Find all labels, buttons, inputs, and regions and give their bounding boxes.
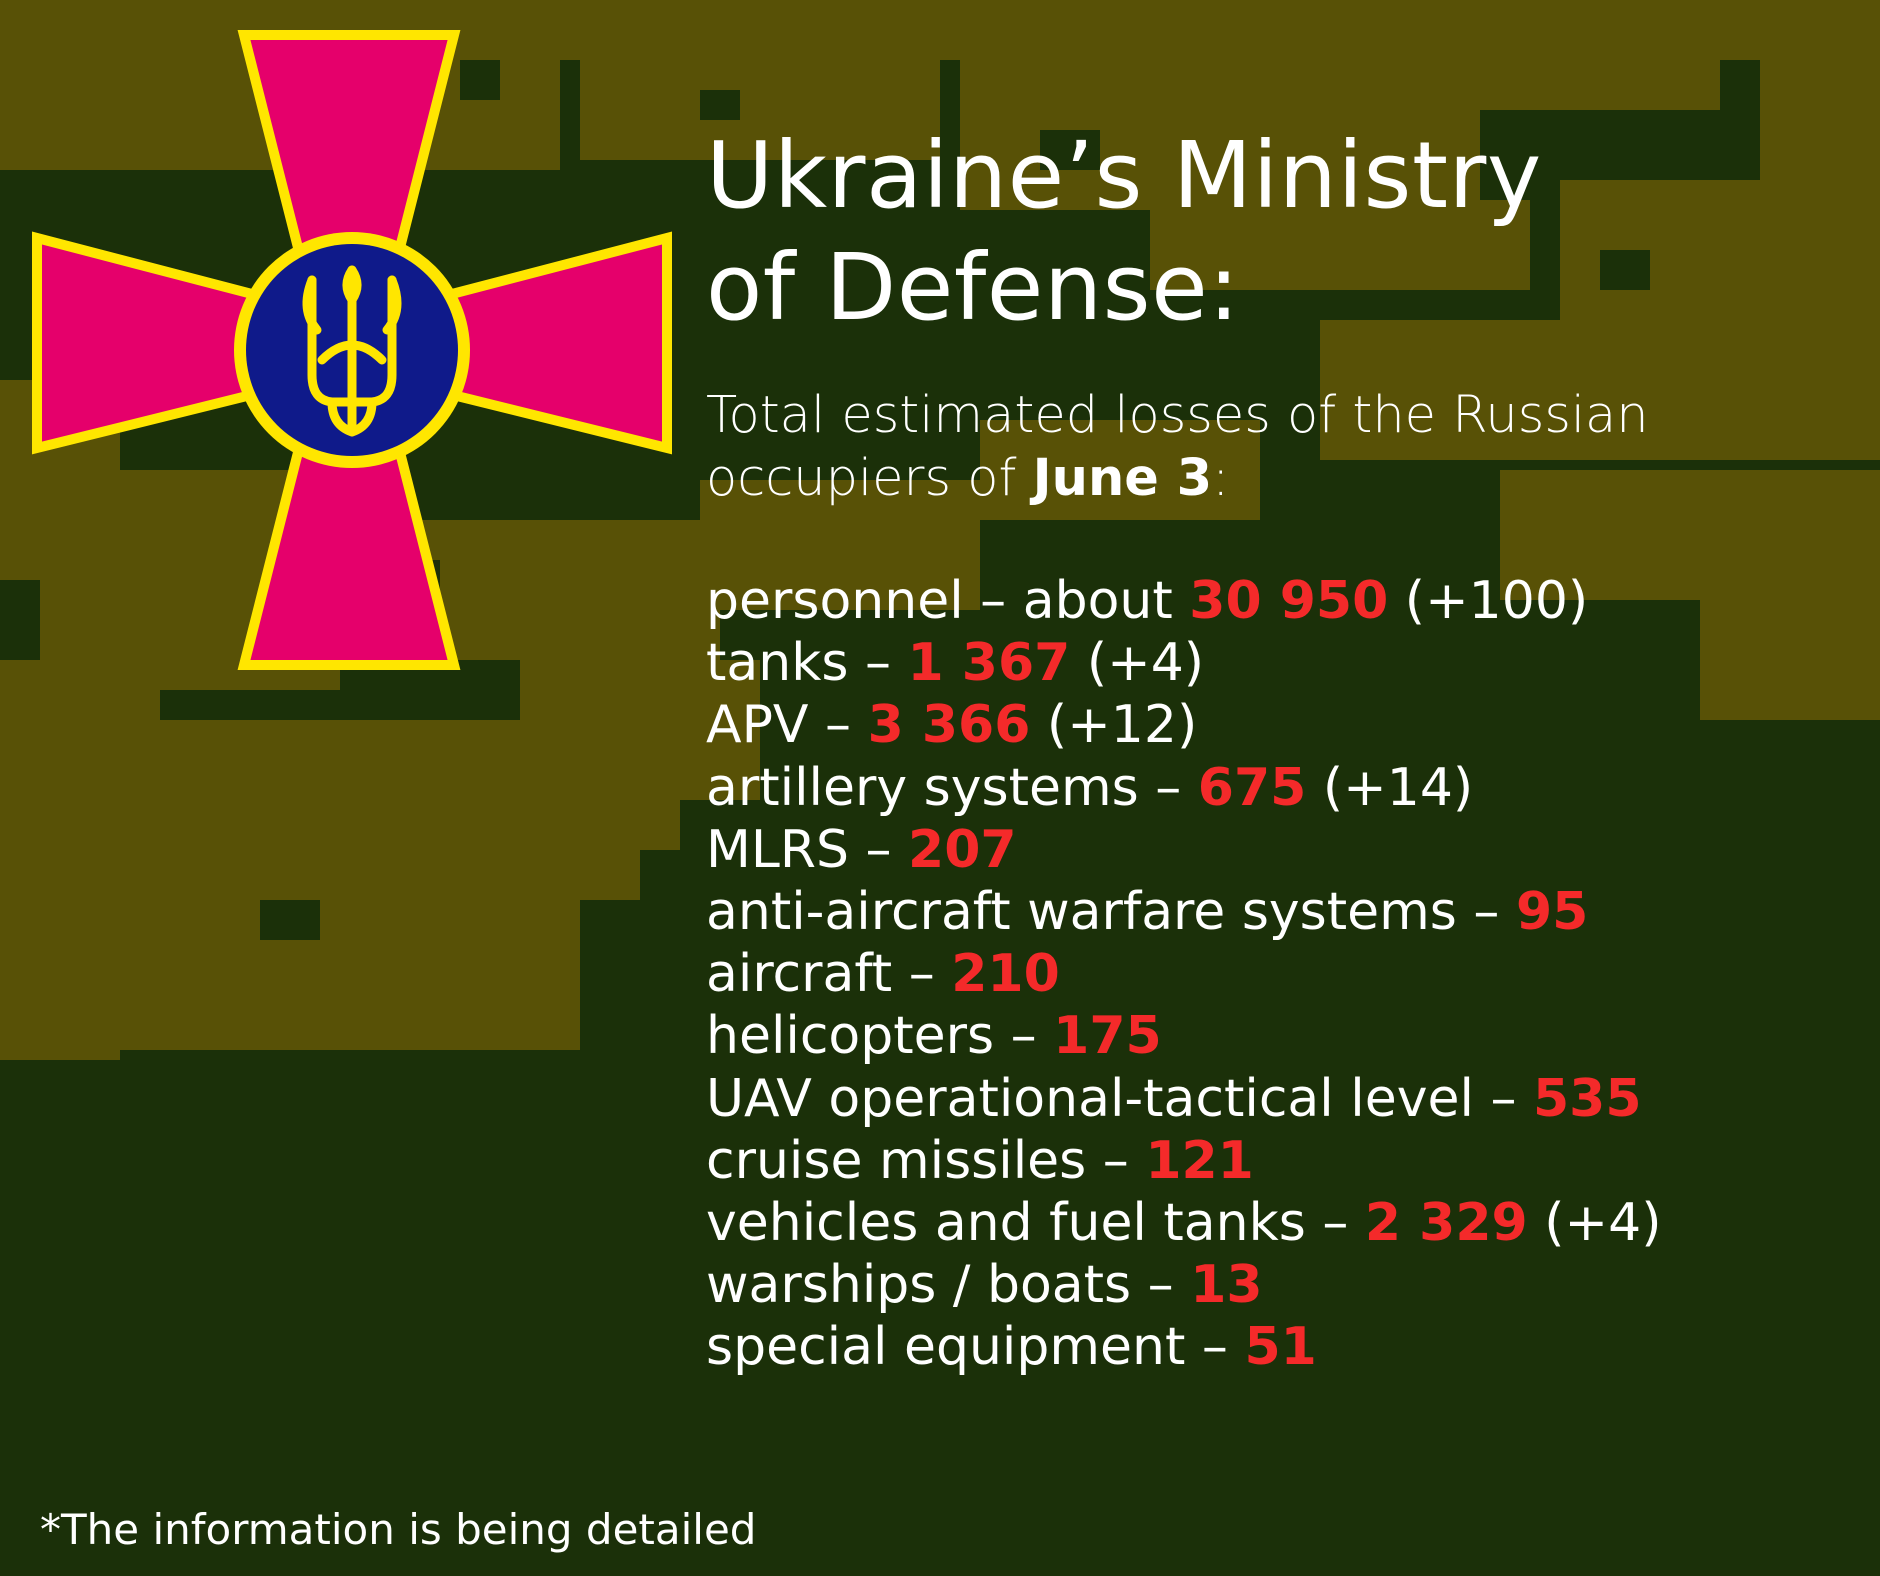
loss-value: 95 xyxy=(1515,882,1589,943)
loss-label: UAV operational-tactical level – xyxy=(706,1068,1533,1129)
loss-label: personnel – about xyxy=(706,571,1190,631)
title-line-2: of Defense: xyxy=(706,234,1240,341)
loss-change: (+4) xyxy=(1527,1193,1662,1254)
loss-label: MLRS – xyxy=(706,819,909,880)
loss-item: cruise missiles – 121 xyxy=(706,1130,1856,1192)
loss-value: 121 xyxy=(1145,1130,1254,1191)
loss-value: 207 xyxy=(908,819,1017,880)
title-line-1: Ukraine’s Ministry xyxy=(706,122,1542,229)
loss-item: personnel – about 30 950 (+100) xyxy=(706,570,1856,632)
loss-label: vehicles and fuel tanks – xyxy=(706,1193,1365,1254)
loss-label: tanks – xyxy=(706,633,908,694)
loss-item: special equipment – 51 xyxy=(706,1316,1856,1378)
loss-label: cruise missiles – xyxy=(706,1130,1146,1191)
loss-change: (+100) xyxy=(1388,571,1589,631)
loss-item: artillery systems – 675 (+14) xyxy=(706,757,1856,819)
loss-value: 3 366 xyxy=(867,695,1031,756)
loss-label: artillery systems – xyxy=(706,757,1198,818)
subtitle: Total estimated losses of the Russian oc… xyxy=(706,384,1856,510)
loss-value: 2 329 xyxy=(1364,1193,1528,1254)
loss-label: special equipment – xyxy=(706,1317,1245,1378)
subtitle-suffix: : xyxy=(1212,449,1230,508)
info-panel: Ukraine’s Ministry of Defense: Total est… xyxy=(706,120,1856,1395)
footnote: *The information is being detailed xyxy=(40,1505,757,1554)
loss-item: aircraft – 210 xyxy=(706,943,1856,1005)
loss-value: 675 xyxy=(1197,757,1307,818)
loss-value: 13 xyxy=(1190,1255,1263,1316)
loss-item: anti-aircraft warfare systems – 95 xyxy=(706,881,1856,943)
loss-change: (+14) xyxy=(1306,757,1474,818)
loss-value: 175 xyxy=(1053,1006,1162,1067)
subtitle-line-1: Total estimated losses of the Russian xyxy=(706,386,1649,445)
loss-label: aircraft – xyxy=(706,944,952,1005)
loss-value: 210 xyxy=(951,944,1060,1005)
loss-label: APV – xyxy=(706,695,868,756)
loss-item: warships / boats – 13 xyxy=(706,1254,1856,1316)
losses-list: personnel – about 30 950 (+100) tanks – 1… xyxy=(706,570,1856,1379)
ukraine-armed-forces-cross-emblem-icon xyxy=(32,30,672,670)
loss-item: vehicles and fuel tanks – 2 329 (+4) xyxy=(706,1192,1856,1254)
loss-value: 1 367 xyxy=(907,633,1071,694)
loss-item: APV – 3 366 (+12) xyxy=(706,694,1856,756)
loss-label: warships / boats – xyxy=(706,1255,1191,1316)
loss-change: (+12) xyxy=(1030,695,1198,756)
loss-item: UAV operational-tactical level – 535 xyxy=(706,1068,1856,1130)
loss-value: 535 xyxy=(1532,1068,1642,1129)
loss-value: 51 xyxy=(1244,1317,1317,1378)
loss-label: anti-aircraft warfare systems – xyxy=(706,882,1516,943)
subtitle-line-2: occupiers of June 3: xyxy=(706,447,1856,510)
report-date: June 3 xyxy=(1032,449,1213,508)
loss-item: MLRS – 207 xyxy=(706,819,1856,881)
loss-item: helicopters – 175 xyxy=(706,1005,1856,1067)
loss-change: (+4) xyxy=(1070,633,1205,694)
loss-label: helicopters – xyxy=(706,1006,1054,1067)
page-title: Ukraine’s Ministry of Defense: xyxy=(706,120,1856,344)
subtitle-prefix: occupiers of xyxy=(706,449,1033,508)
loss-value: 30 950 xyxy=(1189,571,1389,631)
loss-item: tanks – 1 367 (+4) xyxy=(706,632,1856,694)
